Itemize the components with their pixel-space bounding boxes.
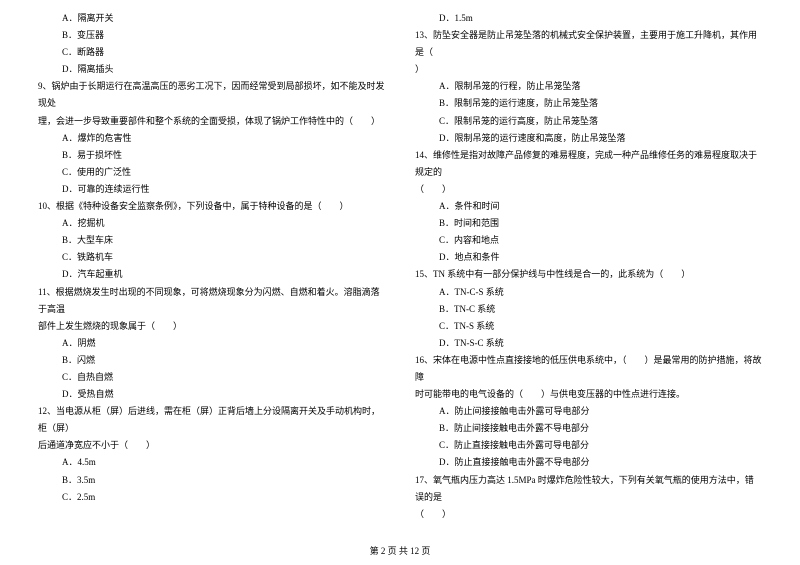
question-13-line1: 13、防坠安全器是防止吊笼坠落的机械式安全保护装置，主要用于施工升降机，其作用是… [415,27,762,61]
option-15b: B．TN-C 系统 [415,301,762,318]
question-14-line1: 14、维修性是指对故障产品修复的难易程度，完成一种产品维修任务的难易程度取决于规… [415,147,762,181]
question-11-line1: 11、根据燃烧发生时出现的不同现象，可将燃烧现象分为闪燃、自燃和着火。溶脂滴落于… [38,284,385,318]
option-9b: B．易于损坏性 [38,147,385,164]
question-14-line2: （ ） [415,181,762,198]
right-column: D．1.5m 13、防坠安全器是防止吊笼坠落的机械式安全保护装置，主要用于施工升… [415,10,762,523]
option-12c: C．2.5m [38,489,385,506]
option-14c: C．内容和地点 [415,232,762,249]
option-14b: B．时间和范围 [415,215,762,232]
question-12-line1: 12、当电源从柜（屏）后进线，需在柜（屏）正背后墙上分设隔离开关及手动机构时，柜… [38,403,385,437]
page-content: A．隔离开关 B．变压器 C．断路器 D．隔离插头 9、锅炉由于长期运行在高温高… [0,0,800,523]
left-column: A．隔离开关 B．变压器 C．断路器 D．隔离插头 9、锅炉由于长期运行在高温高… [38,10,385,523]
option-10d: D．汽车起重机 [38,266,385,283]
question-17-line2: （ ） [415,506,762,523]
option-12a: A．4.5m [38,454,385,471]
option-13d: D．限制吊笼的运行速度和高度，防止吊笼坠落 [415,130,762,147]
option-9d: D．可靠的连续运行性 [38,181,385,198]
option-16b: B．防止间接接触电击外露不导电部分 [415,420,762,437]
option-16a: A．防止间接接触电击外露可导电部分 [415,403,762,420]
option-a: A．隔离开关 [38,10,385,27]
option-10a: A．挖掘机 [38,215,385,232]
question-9-line1: 9、锅炉由于长期运行在高温高压的恶劣工况下，因而经常受到局部损坏，如不能及时发现… [38,78,385,112]
option-16d: D．防止直接接触电击外露不导电部分 [415,454,762,471]
question-13-line2: ） [415,61,762,78]
option-12d: D．1.5m [415,10,762,27]
option-14d: D．地点和条件 [415,249,762,266]
option-c: C．断路器 [38,44,385,61]
option-9c: C．使用的广泛性 [38,164,385,181]
question-16-line2: 时可能带电的电气设备的（ ）与供电变压器的中性点进行连接。 [415,386,762,403]
option-9a: A．爆炸的危害性 [38,130,385,147]
option-12b: B．3.5m [38,472,385,489]
option-13b: B．限制吊笼的运行速度，防止吊笼坠落 [415,95,762,112]
question-9-line2: 理，会进一步导致重要部件和整个系统的全面受损，体现了锅炉工作特性中的（ ） [38,113,385,130]
question-10: 10、根据《特种设备安全监察条例》，下列设备中，属于特种设备的是（ ） [38,198,385,215]
question-12-line2: 后通道净宽应不小于（ ） [38,437,385,454]
option-15a: A．TN-C-S 系统 [415,284,762,301]
option-11d: D．受热自燃 [38,386,385,403]
option-b: B．变压器 [38,27,385,44]
question-16-line1: 16、宋体在电源中性点直接接地的低压供电系统中，（ ）是最常用的防护措施，将故障 [415,352,762,386]
option-11c: C．自热自燃 [38,369,385,386]
option-10c: C．铁路机车 [38,249,385,266]
option-15d: D．TN-S-C 系统 [415,335,762,352]
option-16c: C．防止直接接触电击外露可导电部分 [415,437,762,454]
option-13c: C．限制吊笼的运行高度，防止吊笼坠落 [415,113,762,130]
question-17-line1: 17、氧气瓶内压力高达 1.5MPa 时爆炸危险性较大，下列有关氧气瓶的使用方法… [415,472,762,506]
question-15: 15、TN 系统中有一部分保护线与中性线是合一的，此系统为（ ） [415,266,762,283]
option-10b: B．大型车床 [38,232,385,249]
option-11a: A．阴燃 [38,335,385,352]
question-11-line2: 部件上发生燃烧的现象属于（ ） [38,318,385,335]
option-11b: B．闪燃 [38,352,385,369]
option-14a: A．条件和时间 [415,198,762,215]
option-d: D．隔离插头 [38,61,385,78]
page-footer: 第 2 页 共 12 页 [0,544,800,557]
option-15c: C．TN-S 系统 [415,318,762,335]
option-13a: A．限制吊笼的行程，防止吊笼坠落 [415,78,762,95]
